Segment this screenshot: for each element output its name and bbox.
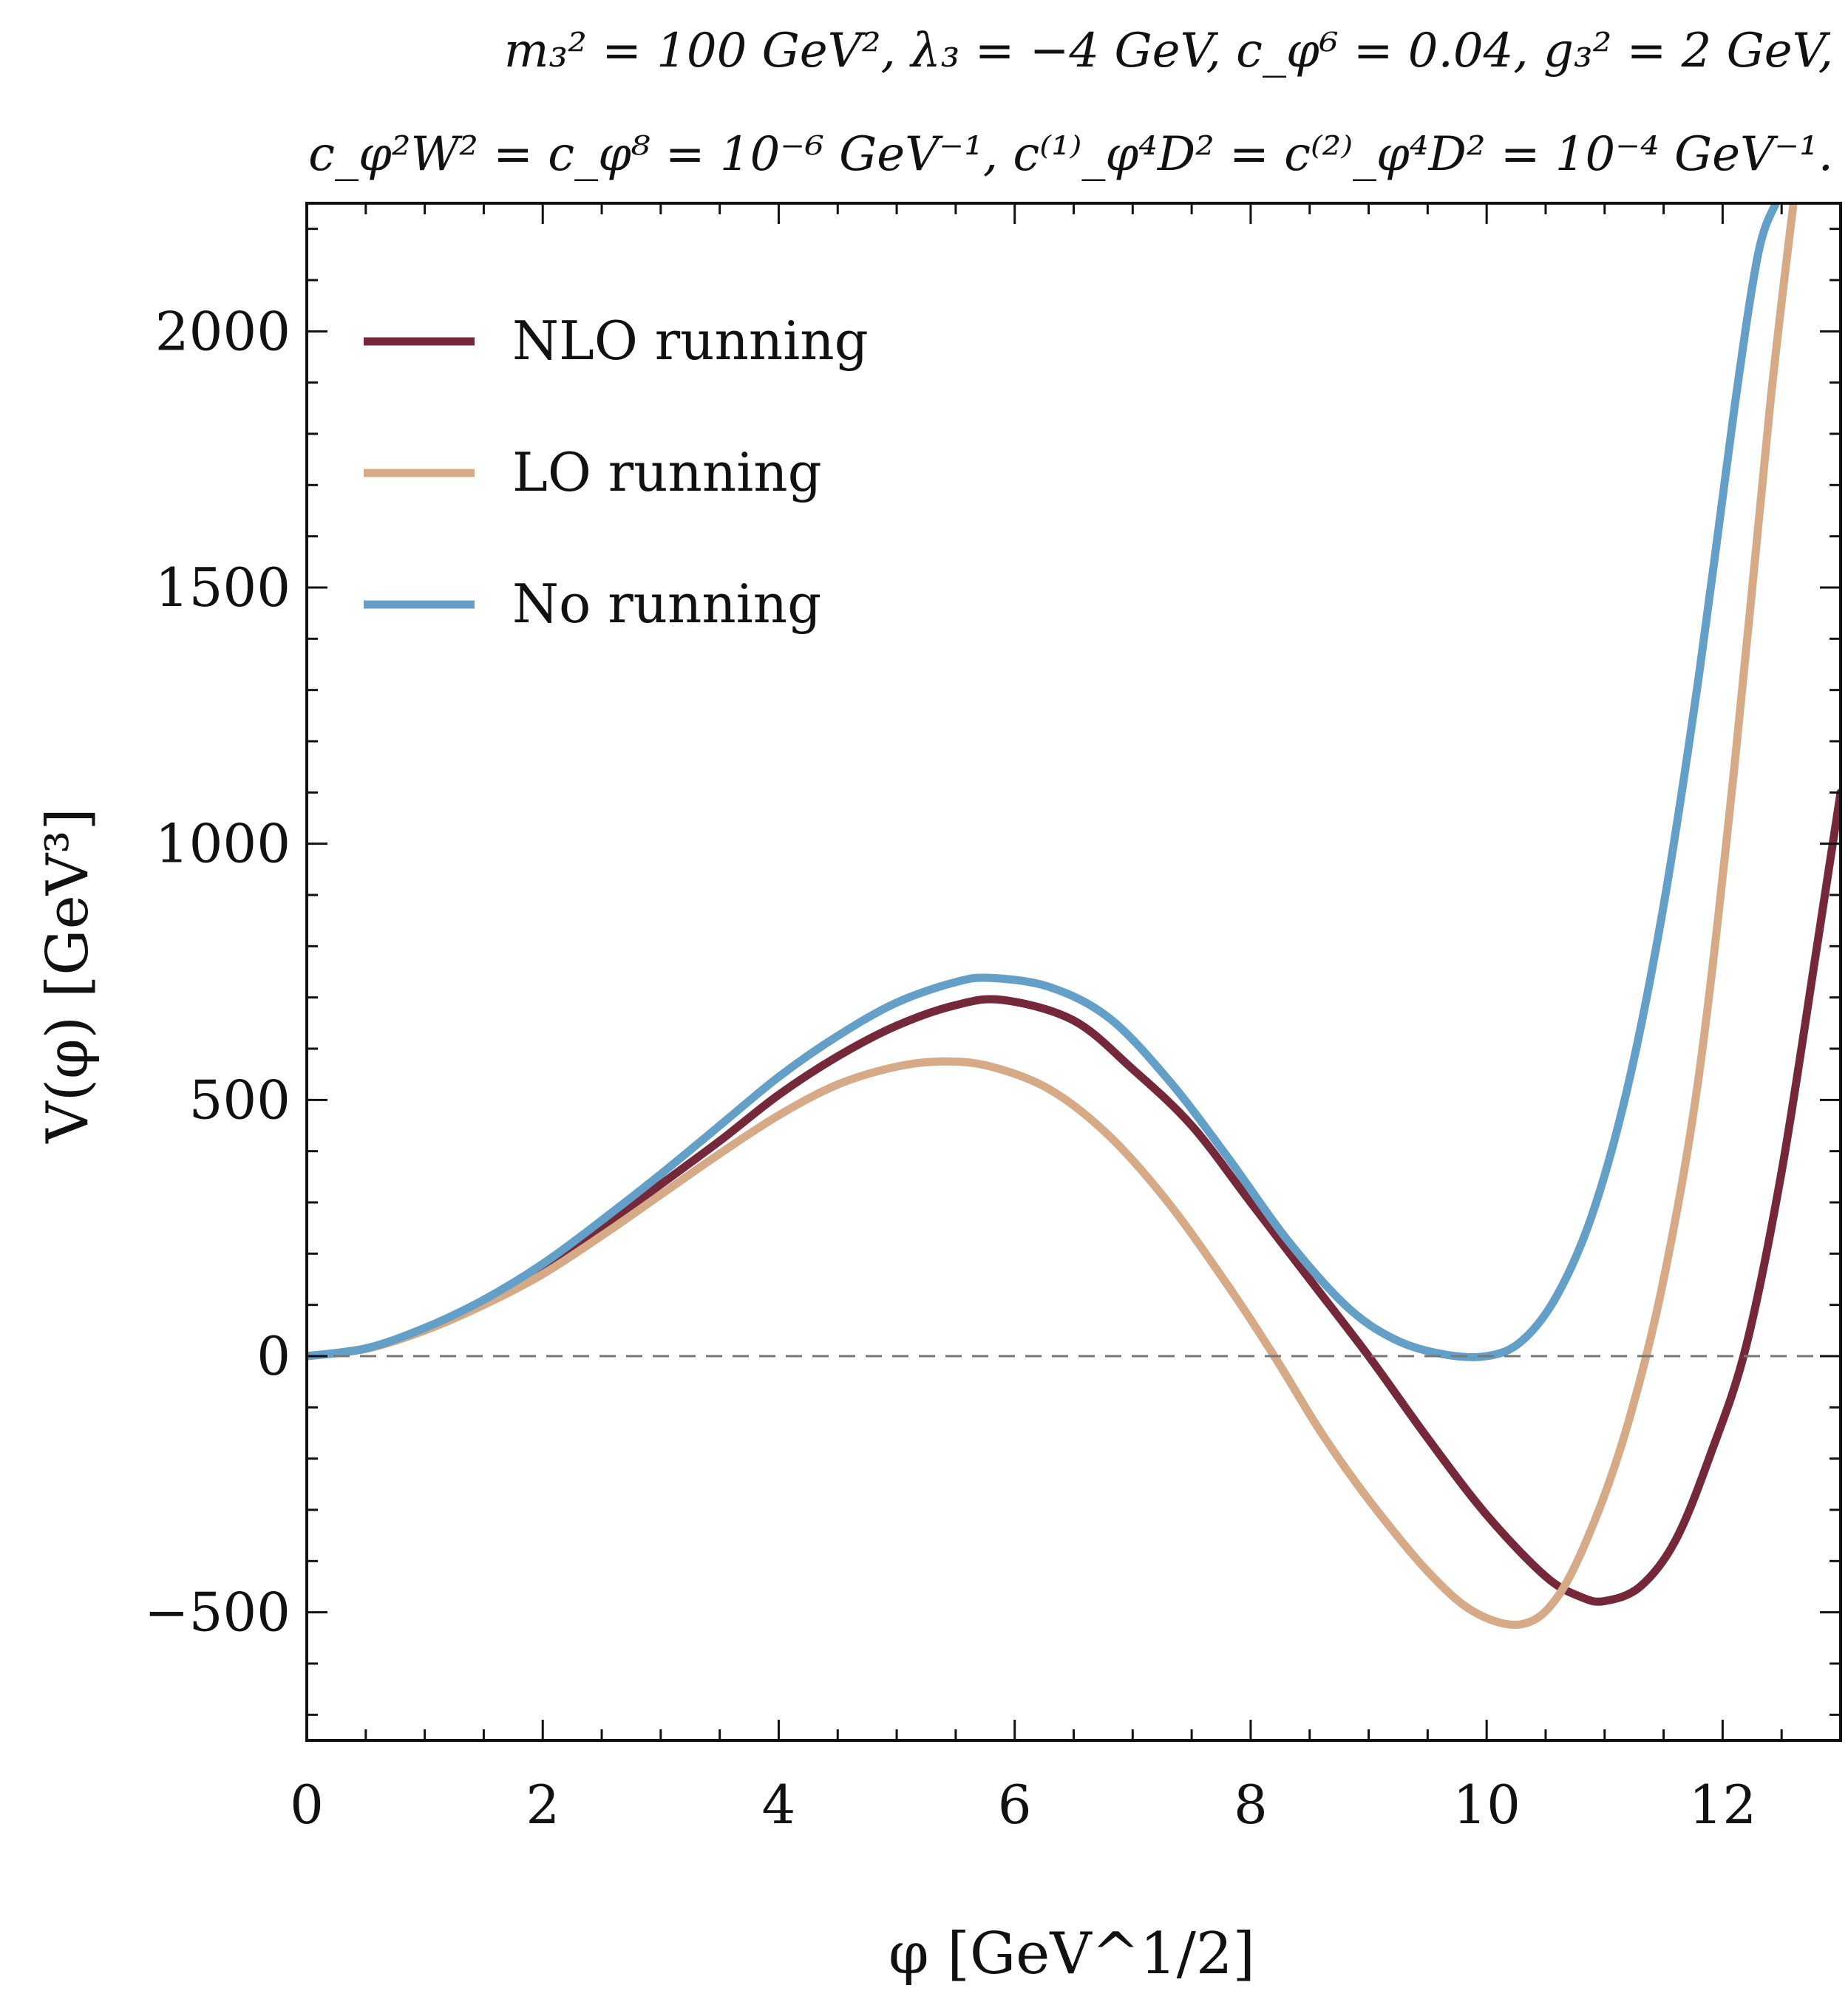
legend-label: NLO running [512,310,869,372]
legend: NLO running LO running No running [364,310,869,635]
x-tick-label: 4 [762,1774,796,1836]
y-tick-labels: −500 0 500 1000 1500 2000 [144,300,291,1643]
y-tick-label: 2000 [155,300,291,362]
y-tick-label: 1500 [155,556,291,619]
plot-frame [305,202,1842,1742]
y-tick-label: −500 [144,1582,291,1644]
chart-title: m₃² = 100 GeV², λ₃ = −4 GeV, c_φ⁶ = 0.04… [308,24,1833,182]
x-tick-label: 2 [526,1774,560,1836]
y-axis-label: V(φ) [GeV³] [35,808,101,1144]
x-tick-label: 10 [1453,1774,1521,1836]
y-tick-label: 500 [189,1069,291,1131]
title-line-1: m₃² = 100 GeV², λ₃ = −4 GeV, c_φ⁶ = 0.04… [504,24,1833,78]
legend-label: No running [512,573,821,635]
axis-ticks [305,203,1842,1740]
title-line-2: c_φ²W² = c_φ⁸ = 10⁻⁶ GeV⁻¹, c⁽¹⁾_φ⁴D² = … [308,127,1833,182]
plot-area: 0 2 4 6 8 10 12 −500 0 500 1000 1500 2000 [144,202,1842,1836]
series-line-lo-running [307,203,1798,1629]
x-tick-label: 6 [998,1774,1032,1836]
x-axis-label: φ [GeV^1/2] [889,1921,1255,1987]
series-group [307,203,1841,1629]
y-tick-label: 1000 [155,813,291,875]
x-tick-labels: 0 2 4 6 8 10 12 [290,1774,1756,1836]
x-tick-label: 0 [290,1774,324,1836]
series-line-no-running [307,203,1780,1361]
x-tick-label: 12 [1689,1774,1757,1836]
series-line-nlo-running [307,788,1841,1606]
x-tick-label: 8 [1234,1774,1268,1836]
y-tick-label: 0 [257,1325,291,1387]
legend-label: LO running [512,441,822,503]
